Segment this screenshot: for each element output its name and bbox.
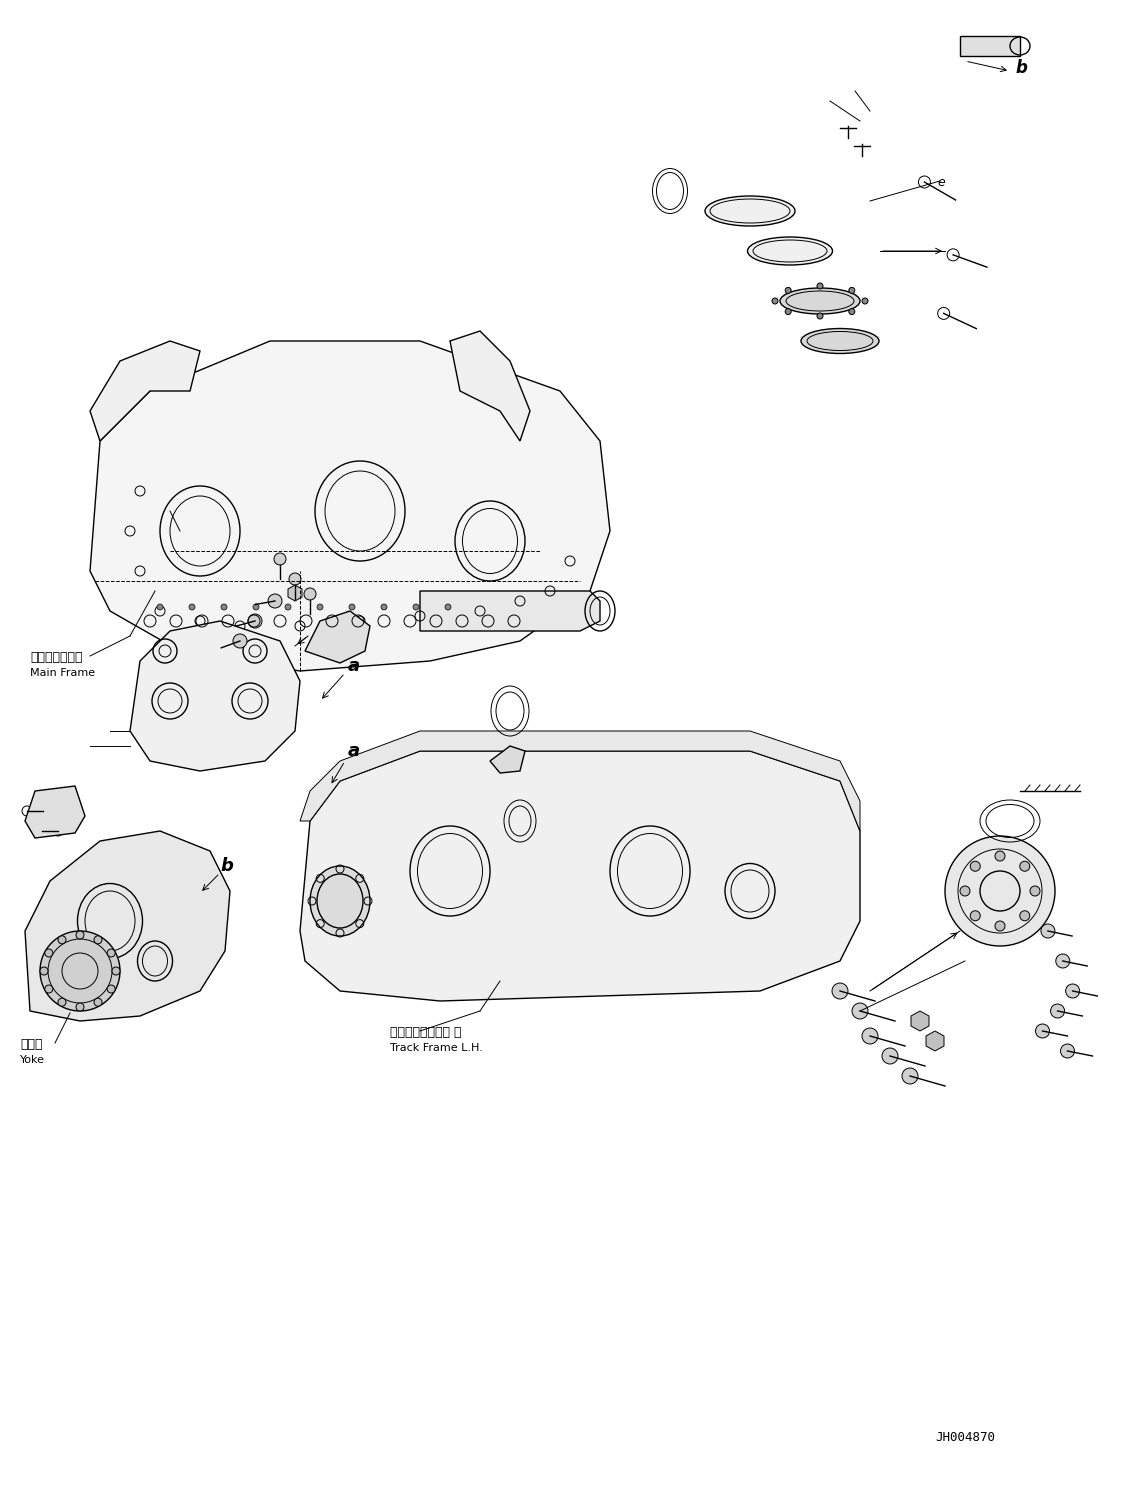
Text: b: b	[1015, 60, 1027, 78]
Ellipse shape	[310, 866, 370, 936]
Circle shape	[902, 1068, 918, 1084]
Circle shape	[849, 288, 855, 294]
Polygon shape	[449, 331, 530, 441]
Circle shape	[1029, 886, 1040, 896]
Circle shape	[268, 593, 281, 608]
Text: ヨーク: ヨーク	[20, 1038, 42, 1051]
Circle shape	[832, 983, 848, 999]
Circle shape	[190, 604, 195, 610]
Circle shape	[1051, 1003, 1065, 1018]
Polygon shape	[25, 830, 230, 1021]
Circle shape	[960, 886, 970, 896]
Circle shape	[233, 634, 247, 649]
Ellipse shape	[748, 237, 832, 265]
Circle shape	[817, 283, 823, 289]
Circle shape	[285, 604, 291, 610]
Circle shape	[107, 948, 115, 957]
Circle shape	[253, 604, 259, 610]
Circle shape	[852, 1003, 868, 1018]
Circle shape	[785, 288, 791, 294]
Circle shape	[40, 930, 120, 1011]
Circle shape	[785, 309, 791, 315]
Polygon shape	[131, 620, 300, 771]
Circle shape	[348, 604, 355, 610]
Circle shape	[221, 604, 227, 610]
Polygon shape	[25, 786, 85, 838]
Circle shape	[94, 936, 102, 944]
Circle shape	[58, 997, 66, 1006]
Polygon shape	[926, 1030, 944, 1051]
Circle shape	[58, 936, 66, 944]
Text: Track Frame L.H.: Track Frame L.H.	[390, 1044, 482, 1053]
Text: メインフレーム: メインフレーム	[30, 652, 83, 663]
Circle shape	[970, 862, 981, 871]
Circle shape	[304, 587, 316, 599]
Text: Main Frame: Main Frame	[30, 668, 95, 678]
Circle shape	[76, 930, 84, 939]
Text: a: a	[348, 743, 360, 760]
Circle shape	[445, 604, 451, 610]
Circle shape	[1056, 954, 1070, 968]
Circle shape	[970, 911, 981, 921]
Circle shape	[317, 604, 323, 610]
Circle shape	[772, 298, 777, 304]
Circle shape	[945, 836, 1056, 945]
Circle shape	[995, 921, 1004, 930]
Circle shape	[882, 1048, 898, 1065]
Circle shape	[1019, 911, 1029, 921]
Text: a: a	[348, 658, 360, 675]
Ellipse shape	[780, 288, 860, 315]
Polygon shape	[300, 731, 860, 830]
Polygon shape	[288, 584, 302, 601]
Circle shape	[1019, 862, 1029, 871]
Circle shape	[76, 1003, 84, 1011]
Circle shape	[995, 851, 1004, 860]
Circle shape	[1066, 984, 1079, 997]
Text: b: b	[220, 857, 233, 875]
Circle shape	[112, 968, 120, 975]
Circle shape	[94, 997, 102, 1006]
Polygon shape	[90, 341, 609, 671]
Text: e: e	[938, 176, 944, 189]
Circle shape	[289, 573, 301, 584]
Circle shape	[44, 986, 53, 993]
Ellipse shape	[801, 328, 878, 353]
Polygon shape	[490, 746, 526, 772]
Circle shape	[1041, 924, 1054, 938]
Circle shape	[249, 614, 262, 628]
Polygon shape	[911, 1011, 930, 1030]
Circle shape	[861, 298, 868, 304]
Text: Yoke: Yoke	[20, 1056, 45, 1065]
Text: JH004870: JH004870	[935, 1431, 995, 1443]
Bar	[960, 36, 1020, 57]
Circle shape	[1060, 1044, 1075, 1059]
Ellipse shape	[705, 195, 794, 227]
Circle shape	[107, 986, 115, 993]
Circle shape	[413, 604, 419, 610]
Circle shape	[157, 604, 163, 610]
Polygon shape	[305, 611, 370, 663]
Circle shape	[274, 553, 286, 565]
Polygon shape	[420, 590, 600, 631]
Circle shape	[1035, 1024, 1050, 1038]
Circle shape	[861, 1027, 878, 1044]
Circle shape	[44, 948, 53, 957]
Circle shape	[817, 313, 823, 319]
Circle shape	[849, 309, 855, 315]
Polygon shape	[90, 341, 200, 441]
Polygon shape	[300, 751, 860, 1000]
Text: トラックフレーム 左: トラックフレーム 左	[390, 1026, 462, 1039]
Circle shape	[381, 604, 387, 610]
Circle shape	[40, 968, 48, 975]
